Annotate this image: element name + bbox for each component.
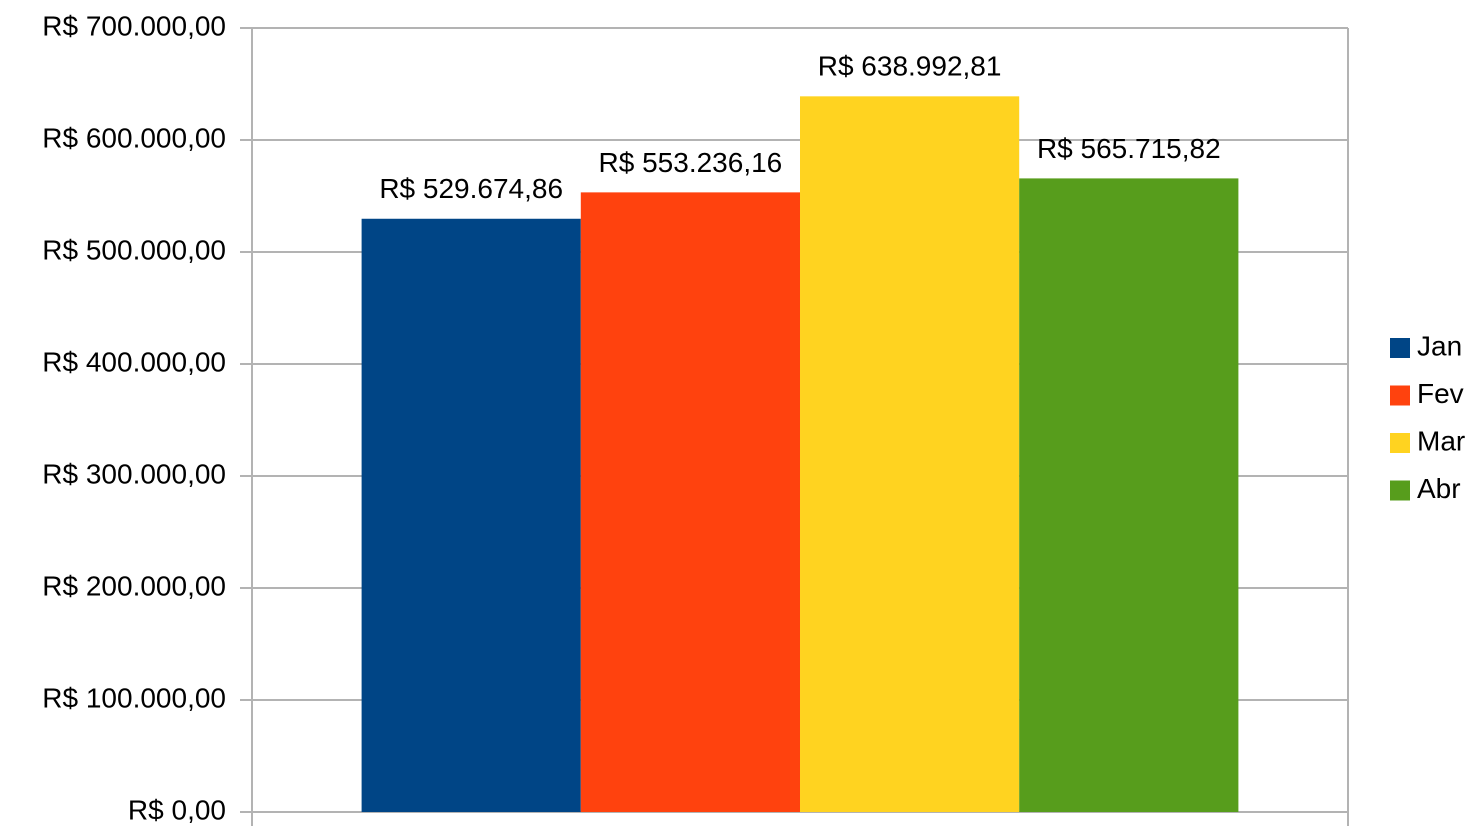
- y-tick-label: R$ 700.000,00: [42, 10, 226, 41]
- bar: [580, 192, 800, 813]
- y-tick-label: R$ 100.000,00: [42, 682, 226, 713]
- y-tick-label: R$ 300.000,00: [42, 458, 226, 489]
- value-label: R$ 565.715,82: [1037, 133, 1221, 164]
- y-tick-label: R$ 200.000,00: [42, 570, 226, 601]
- legend-label: Fev: [1417, 378, 1464, 409]
- y-tick-label: R$ 600.000,00: [42, 122, 226, 153]
- bar: [800, 96, 1020, 812]
- legend-label: Abr: [1417, 473, 1461, 504]
- legend-swatch: [1390, 480, 1410, 501]
- y-tick-label: R$ 0,00: [128, 794, 226, 825]
- value-label: R$ 529.674,86: [379, 173, 563, 204]
- y-tick-label: R$ 500.000,00: [42, 234, 226, 265]
- bar: [361, 218, 581, 812]
- legend-label: Jan: [1417, 330, 1462, 361]
- value-label: R$ 553.236,16: [599, 147, 783, 178]
- legend-swatch: [1390, 338, 1410, 358]
- legend-label: Mar: [1417, 425, 1465, 456]
- y-tick-label: R$ 400.000,00: [42, 346, 226, 377]
- value-label: R$ 638.992,81: [818, 51, 1002, 82]
- legend-swatch: [1390, 385, 1410, 406]
- bar: [1019, 178, 1239, 812]
- legend-swatch: [1390, 433, 1410, 453]
